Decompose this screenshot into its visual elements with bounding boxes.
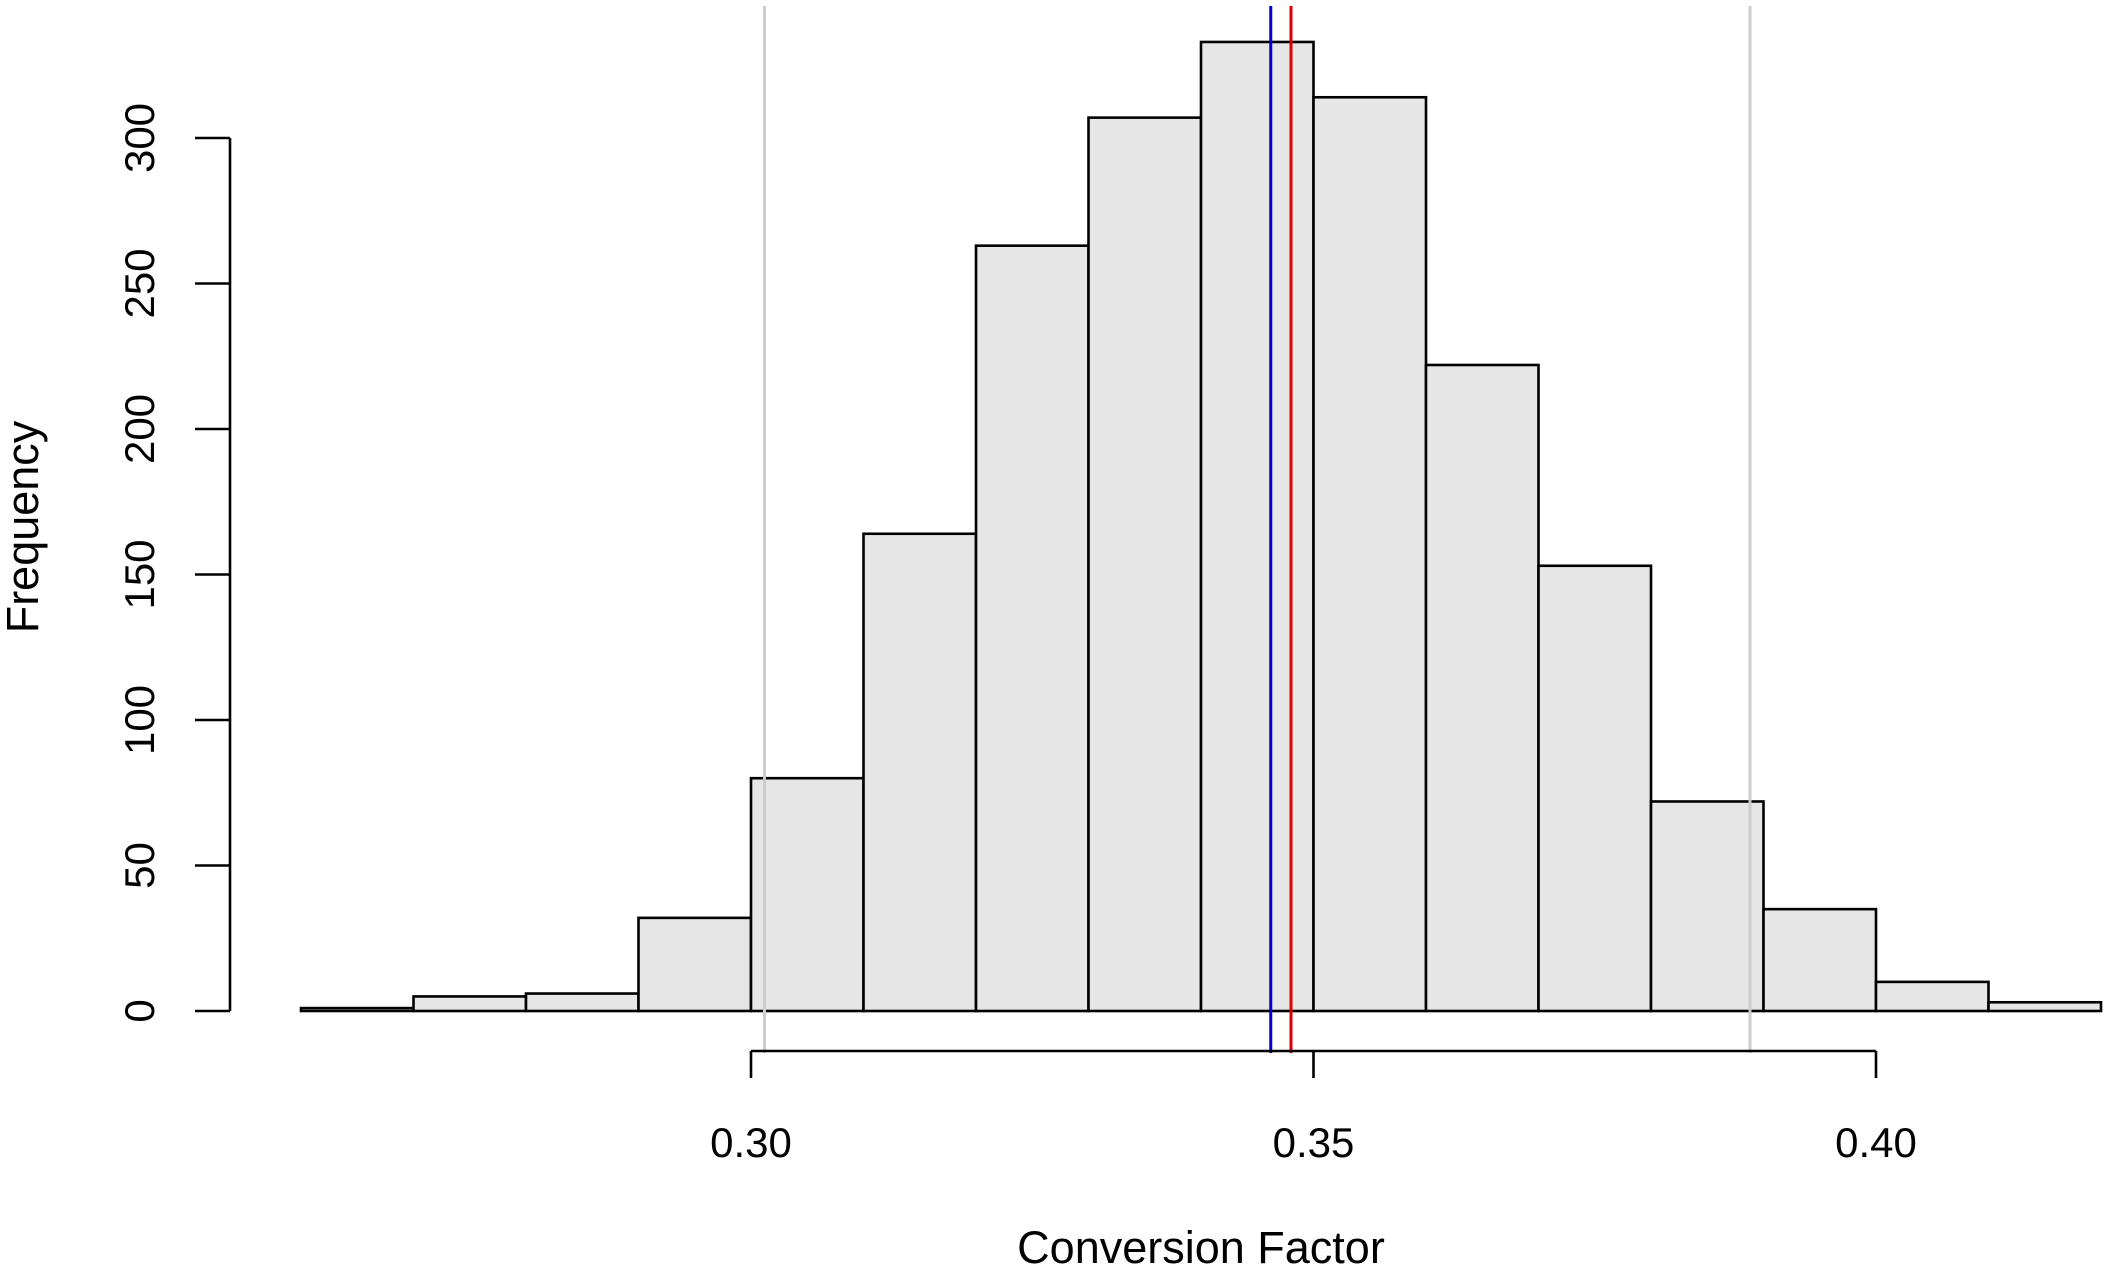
histogram-bar-2 bbox=[412, 995, 528, 1013]
x-tick-label-0.30: 0.30 bbox=[710, 1119, 792, 1166]
x-tick-label-0.35: 0.35 bbox=[1273, 1119, 1355, 1166]
histogram-bar-8 bbox=[1087, 116, 1203, 1013]
y-tick-label-50: 50 bbox=[116, 842, 163, 889]
y-axis: 0 50 100 150 200 250 300 bbox=[116, 103, 232, 1023]
y-tick-label-100: 100 bbox=[116, 685, 163, 755]
histogram-bar-14 bbox=[1762, 907, 1878, 1013]
histogram-bar-10 bbox=[1312, 95, 1428, 1013]
histogram-bar-11 bbox=[1424, 363, 1540, 1013]
y-tick-label-250: 250 bbox=[116, 248, 163, 318]
histogram-bar-16 bbox=[1987, 1000, 2103, 1013]
histogram-bar-4 bbox=[637, 916, 753, 1013]
x-axis-title: Conversion Factor bbox=[1017, 1222, 1385, 1273]
histogram-bar-9 bbox=[1199, 40, 1315, 1013]
y-tick-label-300: 300 bbox=[116, 103, 163, 173]
x-tick-label-0.40: 0.40 bbox=[1835, 1119, 1917, 1166]
histogram-bar-5 bbox=[749, 776, 865, 1013]
histogram-bar-7 bbox=[974, 244, 1090, 1013]
y-tick-label-200: 200 bbox=[116, 394, 163, 464]
reference-lines bbox=[763, 6, 1752, 1053]
histogram-bar-1 bbox=[299, 1006, 415, 1013]
histogram-bar-6 bbox=[862, 532, 978, 1013]
histogram-bar-3 bbox=[524, 992, 640, 1013]
histogram-bar-12 bbox=[1537, 564, 1653, 1013]
y-tick-label-0: 0 bbox=[116, 999, 163, 1022]
y-axis-title: Frequency bbox=[0, 420, 48, 633]
histogram-bars bbox=[299, 40, 2103, 1013]
x-axis: 0.30 0.35 0.40 bbox=[710, 1049, 1917, 1166]
histogram-bar-15 bbox=[1874, 980, 1990, 1013]
y-tick-label-150: 150 bbox=[116, 539, 163, 609]
histogram-bar-13 bbox=[1649, 800, 1765, 1013]
